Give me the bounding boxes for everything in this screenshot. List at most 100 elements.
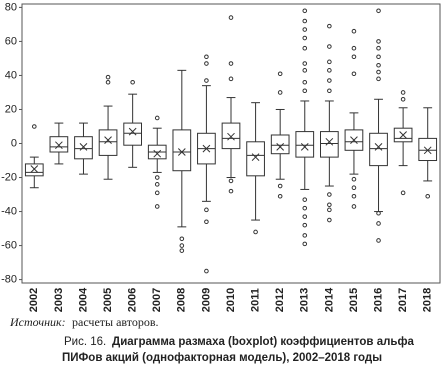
outlier: [376, 39, 381, 44]
box: [418, 137, 438, 162]
x-tick-label: 2005: [102, 288, 114, 312]
outlier: [376, 54, 381, 60]
y-tick-label: 80: [5, 1, 17, 13]
outlier: [302, 197, 308, 202]
x-tick-label: 2013: [299, 288, 311, 312]
outlier: [179, 248, 185, 253]
mean-marker: [227, 132, 235, 141]
outlier: [228, 188, 234, 194]
outlier: [376, 69, 381, 75]
outlier: [179, 243, 185, 248]
outlier: [376, 210, 381, 216]
outlier: [302, 241, 308, 247]
outlier: [154, 175, 160, 180]
y-tick-label: 40: [5, 69, 17, 81]
x-tick-label: 2008: [176, 288, 188, 312]
outlier: [105, 79, 111, 85]
box: [221, 122, 241, 150]
x-tick-label: 2010: [225, 288, 237, 312]
outlier: [302, 68, 308, 73]
box: [24, 163, 44, 177]
outlier: [327, 192, 332, 197]
y-tick-label: -80: [1, 274, 17, 286]
mean-marker: [30, 165, 39, 173]
outlier: [204, 61, 209, 66]
caption-line: ПИФов акций (однофакторная модель), 2002…: [62, 352, 382, 364]
outlier: [376, 45, 381, 51]
x-tick-label: 2016: [372, 288, 384, 312]
outlier: [204, 78, 209, 83]
outlier: [351, 45, 357, 51]
outlier: [154, 115, 160, 121]
outlier: [228, 178, 234, 184]
box: [295, 131, 315, 158]
outlier: [204, 268, 209, 274]
x-tick-label: 2003: [53, 288, 65, 312]
outlier: [228, 15, 234, 20]
mean-marker: [399, 131, 407, 139]
source-label: Источник:: [9, 315, 66, 329]
box: [320, 131, 339, 158]
outlier: [302, 233, 308, 238]
outlier: [400, 190, 406, 196]
y-tick-label: -40: [1, 205, 17, 217]
x-tick-label: 2004: [77, 287, 89, 312]
mean-marker: [300, 143, 309, 151]
outlier: [302, 214, 308, 219]
caption-label: Рис. 16.: [64, 336, 106, 348]
mean-marker: [104, 136, 112, 144]
mean-marker: [153, 149, 162, 158]
outlier: [277, 183, 283, 189]
outlier: [253, 229, 258, 235]
mean-marker: [350, 136, 358, 144]
outlier: [400, 90, 406, 95]
outlier: [376, 238, 381, 243]
outlier: [105, 74, 111, 80]
outlier: [277, 90, 283, 95]
outlier: [351, 204, 357, 209]
outlier: [327, 217, 332, 223]
y-tick-label: -20: [1, 171, 17, 183]
outlier: [302, 35, 308, 41]
outlier: [130, 79, 135, 85]
outlier: [302, 222, 308, 228]
box: [98, 129, 118, 156]
x-tick-label: 2007: [151, 288, 163, 312]
mean-marker: [325, 137, 334, 146]
x-tick-label: 2018: [422, 288, 434, 312]
outlier: [204, 54, 209, 60]
mean-marker: [276, 143, 285, 151]
outlier: [327, 23, 332, 29]
outlier: [327, 44, 332, 49]
mean-marker: [374, 143, 383, 151]
mean-marker: [251, 153, 260, 161]
x-tick-label: 2012: [274, 288, 286, 312]
box: [369, 132, 388, 167]
outlier: [302, 205, 308, 211]
mean-marker: [202, 144, 211, 153]
outlier: [154, 182, 160, 187]
y-tick-label: -60: [1, 239, 17, 251]
x-tick-label: 2011: [249, 288, 261, 312]
source-text: расчеты авторов.: [72, 315, 159, 329]
y-tick-label: 20: [5, 103, 17, 115]
outlier: [179, 236, 185, 242]
x-tick-label: 2006: [127, 288, 139, 312]
box: [172, 129, 192, 172]
x-tick-label: 2002: [28, 288, 40, 312]
x-tick-label: 2017: [397, 288, 409, 312]
outlier: [277, 193, 283, 199]
outlier: [351, 193, 357, 199]
outlier: [376, 8, 381, 14]
outlier: [400, 96, 406, 102]
outlier: [302, 79, 308, 85]
outlier: [327, 202, 332, 208]
outlier: [302, 45, 308, 51]
outlier: [351, 54, 357, 60]
outlier: [351, 28, 357, 34]
outlier: [302, 18, 308, 24]
box: [123, 122, 142, 146]
x-tick-label: 2015: [348, 288, 360, 312]
outlier: [351, 71, 357, 77]
box: [49, 136, 69, 153]
